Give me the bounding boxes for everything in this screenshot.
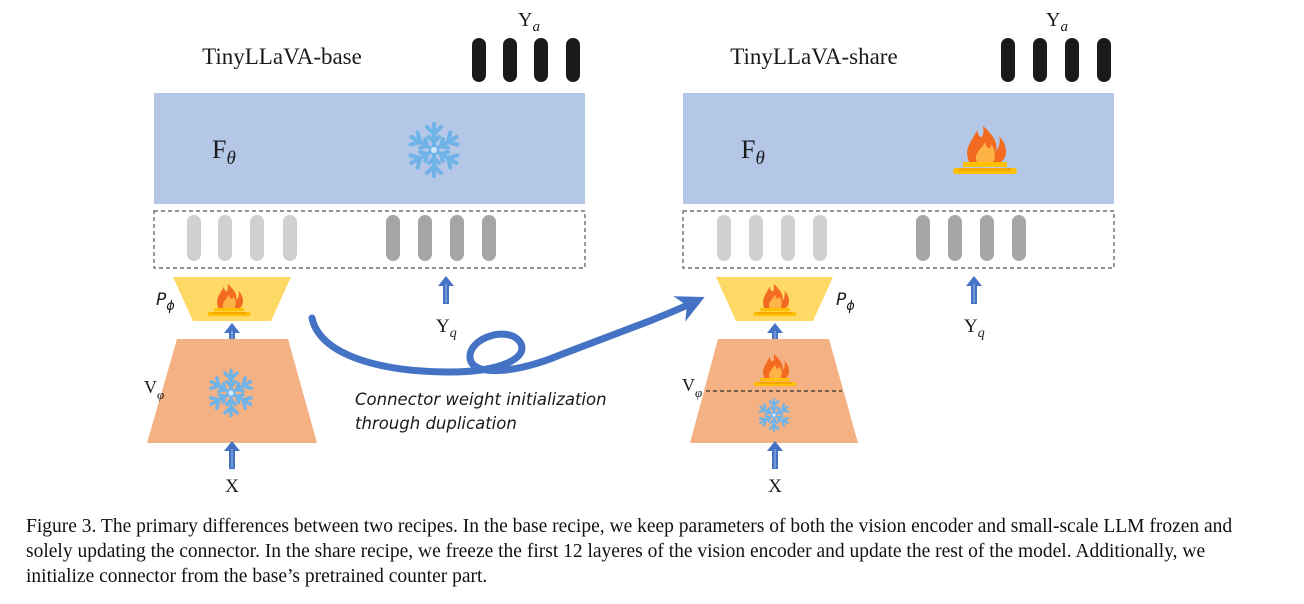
left-output-label: Ya — [518, 9, 540, 35]
right-input-uparrow-icon — [767, 441, 783, 469]
right-output-tokens — [1001, 38, 1111, 82]
left-input-label: X — [225, 476, 239, 497]
left-token-frame — [153, 210, 586, 269]
right-question-label: Yq — [964, 316, 985, 341]
left-vision-label: Vφ — [144, 377, 164, 402]
right-question-uparrow-icon — [966, 276, 982, 304]
left-connector-label: Pϕ — [156, 290, 175, 314]
left-panel-title: TinyLLaVA-base — [202, 44, 362, 69]
tinyllava-recipes-diagram: TinyLLaVA-base Ya Fθ Pϕ V — [144, 9, 1115, 497]
right-panel: TinyLLaVA-share Ya Fθ Pϕ — [682, 9, 1115, 497]
right-token-frame — [682, 210, 1115, 269]
left-panel: TinyLLaVA-base Ya Fθ Pϕ V — [144, 9, 586, 497]
right-output-label: Ya — [1046, 9, 1068, 35]
right-llm-label: Fθ — [741, 135, 765, 169]
left-image-tokens — [187, 215, 297, 261]
arrow-annotation-line1: Connector weight initialization — [355, 390, 607, 409]
left-question-uparrow-icon — [438, 276, 454, 304]
right-question-tokens — [916, 215, 1026, 261]
left-llm-label: Fθ — [212, 135, 236, 169]
left-llm-block — [154, 93, 585, 204]
left-question-label: Yq — [436, 316, 457, 341]
arrow-annotation-line2: through duplication — [355, 414, 517, 433]
figure-caption: Figure 3. The primary differences betwee… — [26, 516, 1233, 587]
right-image-tokens — [717, 215, 827, 261]
left-output-tokens — [472, 38, 580, 82]
left-question-tokens — [386, 215, 496, 261]
right-llm-block — [683, 93, 1114, 204]
right-input-label: X — [768, 476, 782, 497]
duplication-arrow — [308, 296, 705, 376]
right-panel-title: TinyLLaVA-share — [730, 44, 897, 69]
left-input-uparrow-icon — [224, 441, 240, 469]
right-vision-label: Vφ — [682, 375, 702, 400]
right-vision-encoder — [690, 339, 858, 443]
right-connector-label: Pϕ — [836, 290, 855, 314]
